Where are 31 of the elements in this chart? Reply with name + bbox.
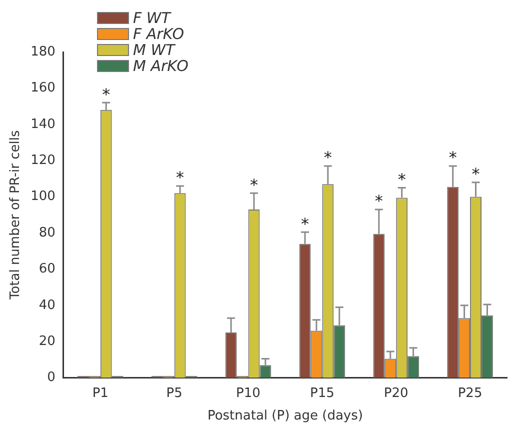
annotation: * [176, 168, 184, 188]
x-tick-label: P25 [458, 386, 482, 401]
x-tick-label: P20 [384, 386, 408, 401]
x-tick-label: P5 [166, 386, 182, 401]
y-tick-label: 180 [30, 44, 56, 60]
y-tick-label: 20 [38, 334, 56, 349]
legend-label: F ArKO [133, 25, 184, 43]
y-tick-label: 120 [30, 152, 56, 168]
x-axis-title: Postnatal (P) age (days) [207, 408, 363, 424]
x-tick-label: P1 [92, 386, 108, 401]
annotation: * [300, 214, 309, 234]
legend-label: M ArKO [133, 57, 188, 75]
x-tick-label: P15 [310, 386, 334, 401]
annotation: * [448, 148, 457, 168]
y-tick-label: 100 [30, 189, 56, 204]
y-axis-title: Total number of PR-ir cells [8, 130, 24, 301]
annotation: * [324, 148, 332, 168]
y-tick-label: 80 [38, 225, 56, 240]
legend-label: F WT [133, 9, 170, 27]
annotation: * [374, 192, 383, 211]
annotation: * [250, 175, 258, 194]
y-tick-label: 40 [38, 298, 56, 313]
legend-label: M WT [133, 41, 175, 59]
annotation: * [102, 84, 110, 104]
y-tick-label: 0 [47, 370, 56, 386]
annotation: * [472, 164, 480, 184]
x-tick-label: P10 [236, 386, 260, 401]
y-tick-label: 140 [30, 116, 56, 132]
y-tick-label: 160 [30, 80, 56, 96]
y-tick-label: 60 [38, 262, 56, 277]
annotation: * [398, 170, 406, 189]
